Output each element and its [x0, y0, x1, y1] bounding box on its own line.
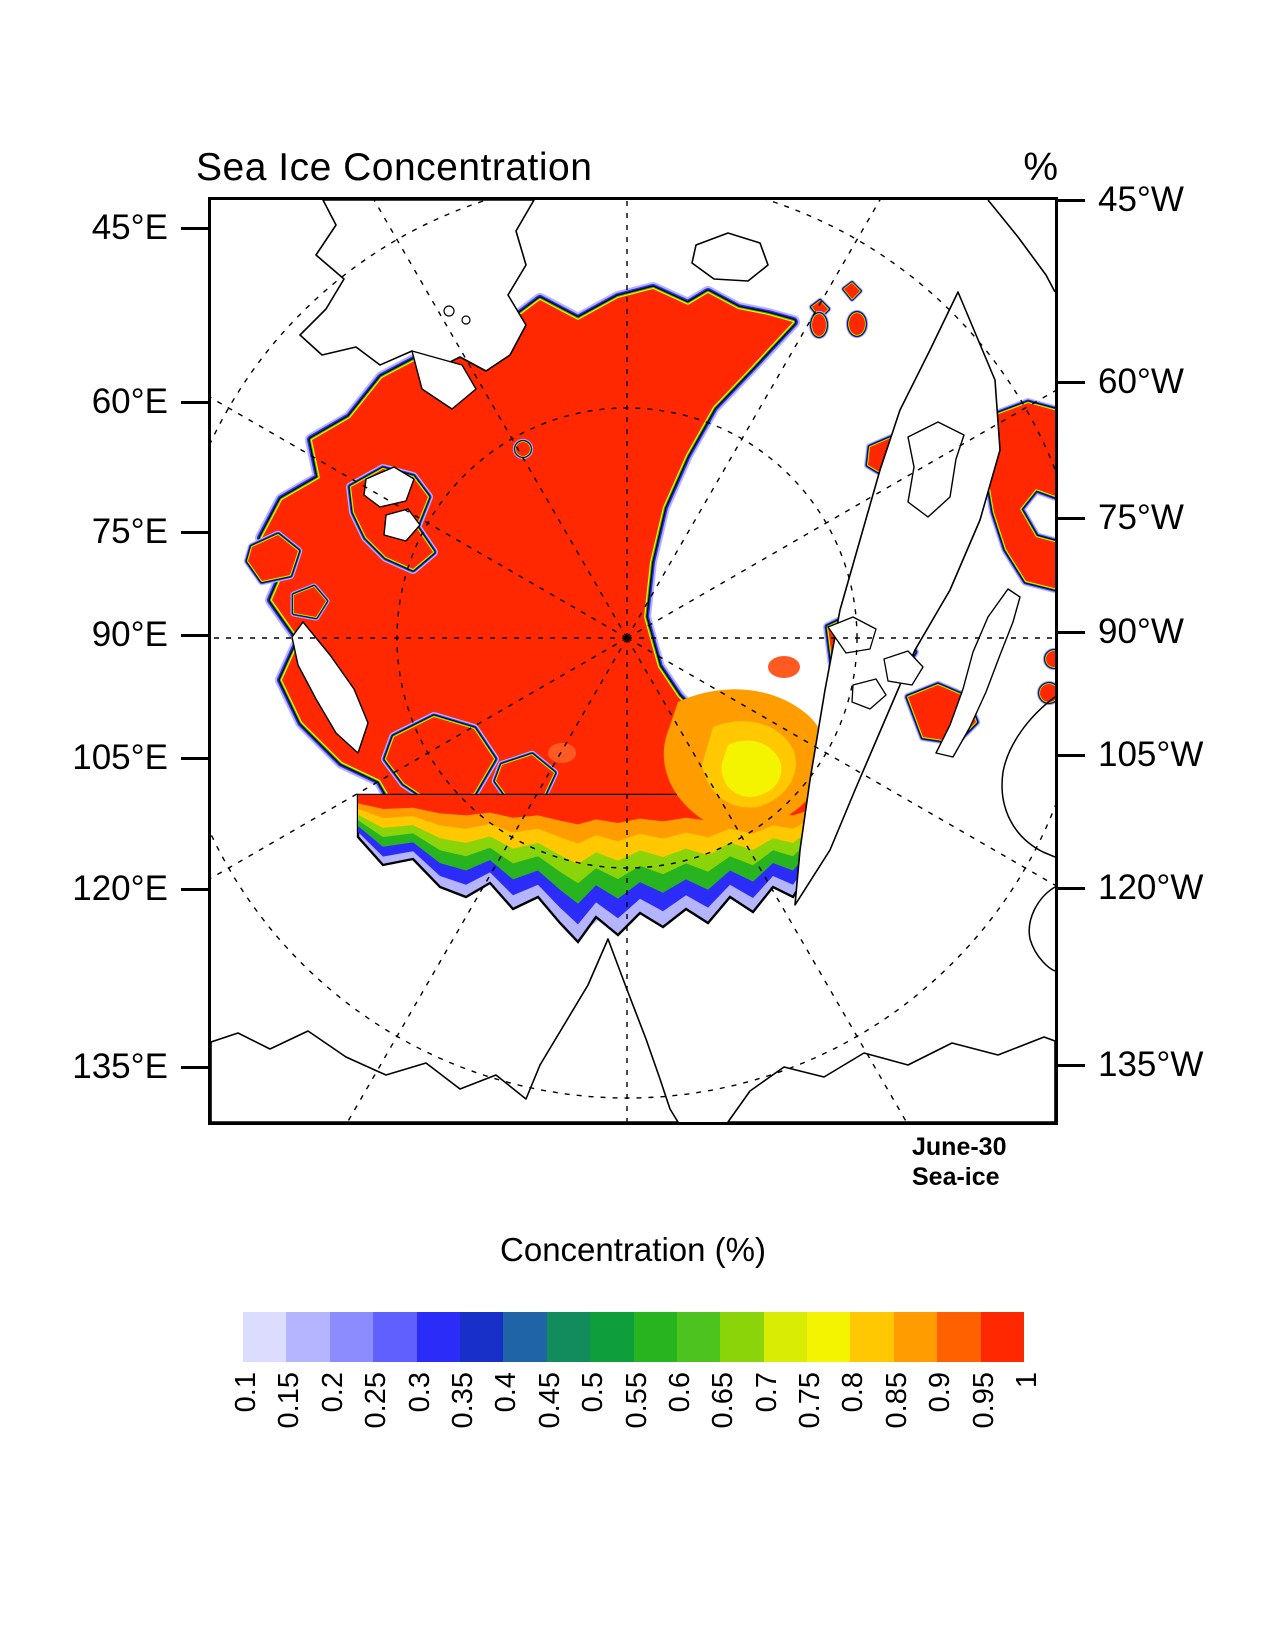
- colorbar-segment: [850, 1312, 894, 1362]
- colorbar-tick-label: 0.35: [446, 1372, 479, 1429]
- colorbar-tick-label: 0.2: [316, 1372, 349, 1413]
- left-axis-label: 45°E: [91, 208, 168, 247]
- plot-stamp: June-30 Sea-ice: [912, 1132, 1006, 1192]
- colorbar-tick-label: 0.1: [230, 1372, 262, 1413]
- axis-tick: [181, 531, 208, 534]
- axis-tick: [181, 1066, 208, 1069]
- axis-tick: [1058, 887, 1085, 890]
- right-axis-label: 75°W: [1098, 498, 1184, 537]
- colorbar-segment: [459, 1312, 504, 1362]
- left-axis-label: 105°E: [72, 738, 168, 777]
- right-axis-label: 90°W: [1098, 612, 1184, 651]
- axis-tick: [181, 227, 208, 230]
- left-axis-label: 120°E: [72, 869, 168, 908]
- axis-tick: [181, 634, 208, 637]
- colorbar-tick-label: 0.7: [750, 1372, 783, 1413]
- colorbar-tick-label: 0.75: [794, 1372, 827, 1429]
- colorbar-segment: [763, 1312, 808, 1362]
- colorbar-segment: [329, 1312, 374, 1362]
- right-axis-label: 45°W: [1098, 180, 1184, 219]
- axis-tick: [1058, 754, 1085, 757]
- colorbar-tick-label: 0.5: [577, 1372, 610, 1413]
- axis-tick: [181, 757, 208, 760]
- colorbar-tick-label: 1: [1011, 1372, 1043, 1389]
- colorbar-segment: [590, 1312, 634, 1362]
- colorbar-segment: [243, 1312, 287, 1362]
- colorbar-segment: [416, 1312, 460, 1362]
- colorbar-segment: [980, 1312, 1025, 1362]
- right-axis-label: 135°W: [1098, 1045, 1204, 1084]
- left-axis-label: 75°E: [91, 512, 168, 551]
- stamp-date: June-30: [912, 1133, 1007, 1161]
- right-axis-label: 60°W: [1098, 362, 1184, 401]
- axis-tick: [1058, 199, 1085, 202]
- low-concentration-pocket: [548, 656, 827, 830]
- colorbar-tick-label: 0.8: [837, 1372, 870, 1413]
- colorbar-segment: [893, 1312, 938, 1362]
- right-axis-label: 105°W: [1098, 735, 1204, 774]
- left-axis-label: 90°E: [91, 615, 168, 654]
- map-plot-area: [208, 197, 1058, 1125]
- colorbar-tick-label: 0.6: [663, 1372, 696, 1413]
- axis-tick: [1058, 517, 1085, 520]
- colorbar-tick-label: 0.9: [924, 1372, 957, 1413]
- colorbar-segment: [807, 1312, 851, 1362]
- colorbar: [243, 1312, 1025, 1362]
- colorbar-segment: [503, 1312, 547, 1362]
- colorbar-segment: [676, 1312, 721, 1362]
- graticule: [211, 200, 1055, 1122]
- stamp-field: Sea-ice: [912, 1163, 1000, 1191]
- colorbar-tick-label: 0.4: [490, 1372, 523, 1413]
- coastlines: [211, 200, 1055, 1122]
- axis-tick: [181, 888, 208, 891]
- page-title: Sea Ice Concentration: [196, 146, 593, 189]
- axis-tick: [1058, 1064, 1085, 1067]
- colorbar-tick-label: 0.25: [360, 1372, 393, 1429]
- colorbar-segment: [546, 1312, 591, 1362]
- left-axis-label: 60°E: [91, 382, 168, 421]
- colorbar-tick-label: 0.15: [273, 1372, 306, 1429]
- sea-ice-map: [211, 200, 1055, 1122]
- colorbar-tick-label: 0.45: [533, 1372, 566, 1429]
- colorbar-tick-label: 0.95: [967, 1372, 1000, 1429]
- units-label: %: [1023, 146, 1058, 189]
- colorbar-tick-label: 0.3: [403, 1372, 436, 1413]
- colorbar-tick-label: 0.65: [707, 1372, 740, 1429]
- legend-title: Concentration (%): [500, 1231, 766, 1268]
- right-axis-label: 120°W: [1098, 868, 1204, 907]
- colorbar-segment: [286, 1312, 330, 1362]
- left-axis-label: 135°E: [72, 1047, 168, 1086]
- colorbar-segment: [937, 1312, 981, 1362]
- colorbar-segment: [720, 1312, 764, 1362]
- colorbar-tick-label: 0.85: [880, 1372, 913, 1429]
- axis-tick: [1058, 381, 1085, 384]
- axis-tick: [1058, 631, 1085, 634]
- colorbar-segment: [633, 1312, 677, 1362]
- colorbar-tick-label: 0.55: [620, 1372, 653, 1429]
- colorbar-segment: [373, 1312, 417, 1362]
- axis-tick: [181, 401, 208, 404]
